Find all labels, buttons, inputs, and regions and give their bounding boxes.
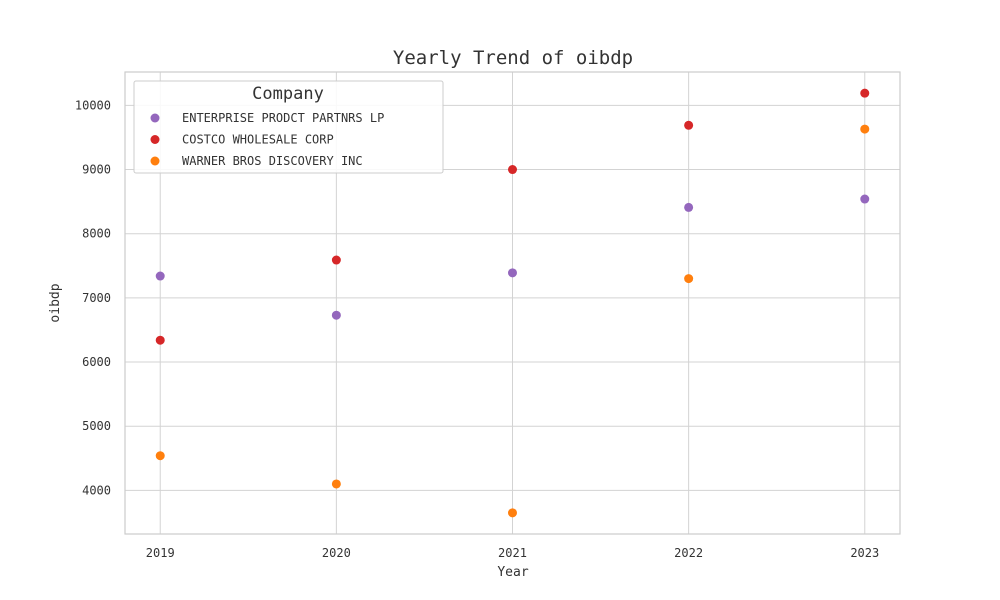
data-point — [155, 335, 165, 345]
y-tick-label: 6000 — [82, 355, 111, 369]
x-tick-label: 2021 — [498, 546, 527, 560]
data-points — [155, 88, 870, 518]
data-point — [155, 271, 165, 281]
data-point — [684, 120, 694, 130]
x-tick-label: 2022 — [674, 546, 703, 560]
data-point — [331, 255, 341, 265]
legend-entry: ENTERPRISE PRODCT PARTNRS LP — [182, 111, 384, 125]
data-point — [508, 508, 517, 518]
data-point — [155, 451, 165, 461]
data-point — [508, 268, 517, 278]
data-point — [860, 194, 870, 204]
data-point — [331, 310, 341, 320]
legend-marker — [150, 113, 160, 123]
legend-marker — [150, 135, 160, 144]
y-axis-label: oibdp — [48, 283, 63, 322]
data-point — [684, 274, 694, 284]
legend: Company ENTERPRISE PRODCT PARTNRS LP COST… — [133, 80, 444, 174]
x-tick-labels: 2019 2020 2021 2022 2023 — [146, 546, 879, 560]
y-tick-label: 10000 — [75, 98, 111, 112]
chart-title: Yearly Trend of oibdp — [393, 47, 633, 69]
y-tick-label: 5000 — [82, 419, 111, 433]
data-point — [860, 88, 870, 98]
legend-box — [133, 80, 444, 174]
x-tick-label: 2023 — [850, 546, 879, 560]
x-tick-label: 2020 — [322, 546, 351, 560]
legend-entry: WARNER BROS DISCOVERY INC — [182, 154, 363, 168]
y-tick-label: 9000 — [82, 163, 111, 177]
x-axis-label: Year — [497, 565, 528, 580]
data-point — [331, 479, 341, 489]
plot-frame — [124, 71, 901, 535]
data-point — [684, 202, 694, 212]
y-tick-label: 4000 — [82, 483, 111, 497]
data-point — [860, 124, 870, 134]
legend-marker — [150, 156, 160, 166]
y-tick-label: 8000 — [82, 227, 111, 241]
x-tick-label: 2019 — [146, 546, 175, 560]
legend-entry: COSTCO WHOLESALE CORP — [182, 133, 334, 147]
y-tick-labels: 4000 5000 6000 7000 8000 9000 10000 — [75, 98, 111, 497]
legend-title: Company — [252, 84, 324, 104]
y-tick-label: 7000 — [82, 291, 111, 305]
data-point — [508, 165, 517, 175]
